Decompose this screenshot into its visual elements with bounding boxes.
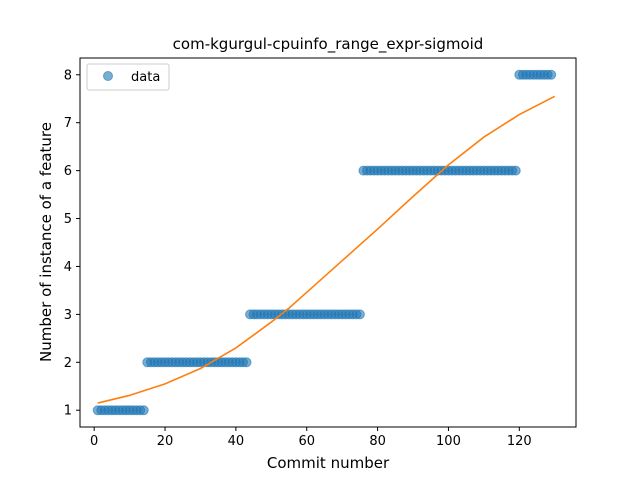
data-point (241, 357, 252, 368)
legend-marker (103, 71, 113, 81)
y-tick-label: 8 (64, 68, 72, 83)
chart-title: com-kgurgul-cpuinfo_range_expr-sigmoid (173, 35, 484, 54)
y-tick-label: 4 (64, 260, 72, 275)
y-tick-label: 6 (64, 164, 72, 179)
x-axis-label: Commit number (267, 454, 390, 472)
x-tick-label: 80 (369, 434, 386, 449)
legend-box (86, 63, 170, 91)
y-tick-label: 7 (64, 116, 72, 131)
data-point (510, 165, 521, 176)
data-point (138, 405, 149, 416)
y-tick-label: 3 (64, 308, 72, 323)
fit-curve (97, 95, 556, 404)
y-axis-label: Number of instance of a feature (37, 122, 55, 362)
data-point (354, 309, 365, 320)
x-tick-label: 100 (436, 434, 461, 449)
marks-layer (92, 69, 557, 416)
y-tick-label: 2 (64, 356, 72, 371)
x-tick-label: 20 (157, 434, 174, 449)
data-point (546, 69, 557, 80)
x-tick-label: 60 (298, 434, 315, 449)
legend: data (86, 63, 170, 91)
plot-frame (79, 57, 577, 428)
ticks-layer: 0 20 40 60 80 100 120 1 2 3 4 5 6 7 8 (64, 68, 532, 449)
y-tick-label: 1 (64, 404, 72, 419)
y-tick-label: 5 (64, 212, 72, 227)
x-tick-label: 0 (90, 434, 98, 449)
legend-label: data (131, 70, 160, 85)
x-tick-label: 40 (228, 434, 245, 449)
x-tick-label: 120 (507, 434, 532, 449)
